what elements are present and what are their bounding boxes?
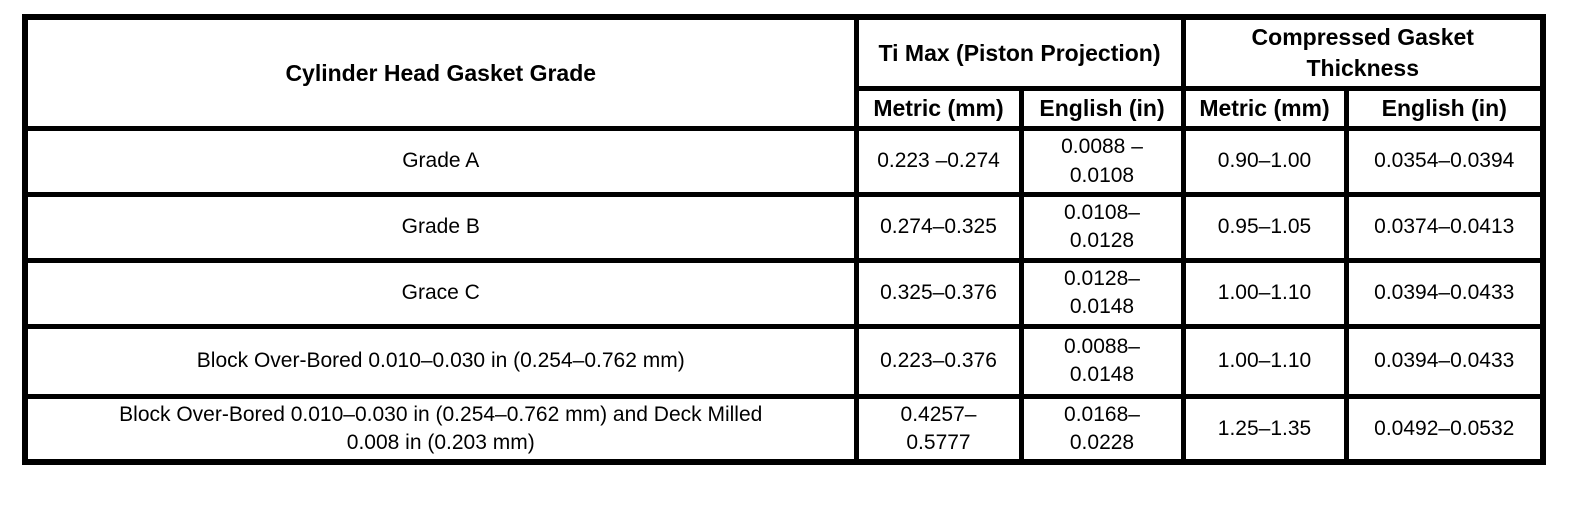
cell-ti-english: 0.0128– 0.0148 — [1018, 257, 1186, 329]
subheader-cgt-english-in: English (in) — [1343, 86, 1546, 132]
table-row-block-over-bored: Block Over-Bored 0.010–0.030 in (0.254–0… — [22, 323, 1546, 399]
cell-ti-metric: 0.325–0.376 — [853, 257, 1024, 329]
subheader-cgt-metric-mm: Metric (mm) — [1180, 86, 1349, 132]
cell-ti-metric: 0.4257– 0.5777 — [853, 393, 1024, 465]
cell-grade-label: Grace C — [22, 257, 859, 329]
group-header-compressed-gasket-thickness: Compressed Gasket Thickness — [1180, 14, 1546, 92]
subheader-ti-max-metric-mm: Metric (mm) — [853, 86, 1024, 132]
cell-cgt-metric: 0.95–1.05 — [1180, 192, 1349, 263]
table-row-grade-b: Grade B 0.274–0.325 0.0108– 0.0128 0.95–… — [22, 192, 1546, 263]
group-header-ti-max-piston-projection: Ti Max (Piston Projection) — [853, 14, 1186, 92]
cell-cgt-metric: 1.00–1.10 — [1180, 257, 1349, 329]
cell-cgt-english: 0.0374–0.0413 — [1343, 192, 1546, 263]
cell-cgt-metric: 1.00–1.10 — [1180, 323, 1349, 399]
cell-grade-label: Block Over-Bored 0.010–0.030 in (0.254–0… — [22, 393, 859, 465]
cell-cgt-english: 0.0354–0.0394 — [1343, 126, 1546, 198]
cell-ti-english: 0.0108– 0.0128 — [1018, 192, 1186, 263]
gasket-grade-spec-table: Cylinder Head Gasket Grade Ti Max (Pisto… — [22, 14, 1546, 466]
cell-ti-metric: 0.223–0.376 — [853, 323, 1024, 399]
cell-cgt-metric: 1.25–1.35 — [1180, 393, 1349, 465]
table-row-grace-c: Grace C 0.325–0.376 0.0128– 0.0148 1.00–… — [22, 257, 1546, 329]
cell-ti-english: 0.0088– 0.0148 — [1018, 323, 1186, 399]
cell-grade-label: Block Over-Bored 0.010–0.030 in (0.254–0… — [22, 323, 859, 399]
cell-cgt-english: 0.0492–0.0532 — [1343, 393, 1546, 465]
cell-cgt-english: 0.0394–0.0433 — [1343, 257, 1546, 329]
cell-ti-metric: 0.274–0.325 — [853, 192, 1024, 263]
cell-cgt-metric: 0.90–1.00 — [1180, 126, 1349, 198]
cell-ti-metric: 0.223 –0.274 — [853, 126, 1024, 198]
subheader-ti-max-english-in: English (in) — [1018, 86, 1186, 132]
table-row-grade-a: Grade A 0.223 –0.274 0.0088 – 0.0108 0.9… — [22, 126, 1546, 198]
cell-cgt-english: 0.0394–0.0433 — [1343, 323, 1546, 399]
table-row-block-over-bored-deck-milled: Block Over-Bored 0.010–0.030 in (0.254–0… — [22, 393, 1546, 465]
cell-grade-label: Grade B — [22, 192, 859, 263]
cell-grade-label: Grade A — [22, 126, 859, 198]
cell-ti-english: 0.0168– 0.0228 — [1018, 393, 1186, 465]
cell-ti-english: 0.0088 – 0.0108 — [1018, 126, 1186, 198]
column-header-cylinder-head-gasket-grade: Cylinder Head Gasket Grade — [22, 14, 859, 132]
